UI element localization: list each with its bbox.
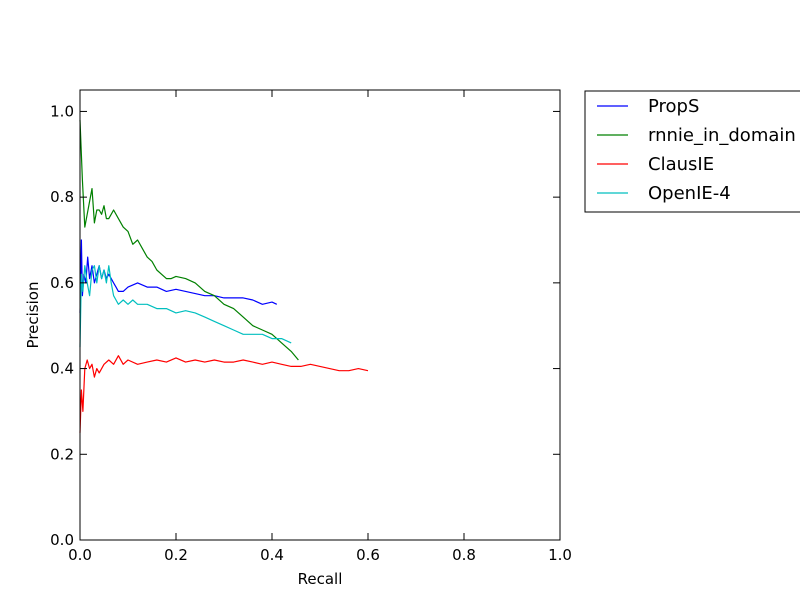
y-tick-label: 1.0 xyxy=(50,102,74,120)
x-axis-label: Recall xyxy=(298,570,343,588)
series-line-props xyxy=(79,239,278,313)
legend-label: OpenIE-4 xyxy=(648,183,731,204)
y-tick-label: 0.4 xyxy=(50,360,74,378)
legend-label: rnnie_in_domain xyxy=(648,125,796,146)
x-tick-label: 0.2 xyxy=(164,546,188,564)
series-line-rnnie-in-domain xyxy=(79,119,299,361)
legend-entries: PropS rnnie_in_domain ClausIE OpenIE-4 xyxy=(597,96,796,204)
series-line-openie-4 xyxy=(79,265,292,348)
y-tick-label: 0.8 xyxy=(50,188,74,206)
legend: PropS rnnie_in_domain ClausIE OpenIE-4 xyxy=(584,90,800,213)
y-tick-label: 0.2 xyxy=(50,445,74,463)
series-line-clausie xyxy=(79,355,369,433)
legend-box xyxy=(584,90,800,213)
series-layer xyxy=(79,119,369,433)
x-tick-label: 0.0 xyxy=(68,546,92,564)
x-tick-label: 0.6 xyxy=(356,546,380,564)
y-tick-label: 0.6 xyxy=(50,274,74,292)
plot-frame xyxy=(79,89,561,541)
ticks-layer: 0.0 0.2 0.4 0.6 0.8 1.0 0.0 0.2 0.4 0.6 0.8 1.0 xyxy=(50,90,572,564)
x-tick-label: 0.4 xyxy=(260,546,284,564)
y-tick-label: 0.0 xyxy=(50,531,74,549)
legend-label: PropS xyxy=(648,96,699,117)
x-tick-label: 0.8 xyxy=(452,546,476,564)
y-axis-label: Precision xyxy=(24,282,42,349)
x-tick-label: 1.0 xyxy=(548,546,572,564)
legend-label: ClausIE xyxy=(648,154,714,175)
